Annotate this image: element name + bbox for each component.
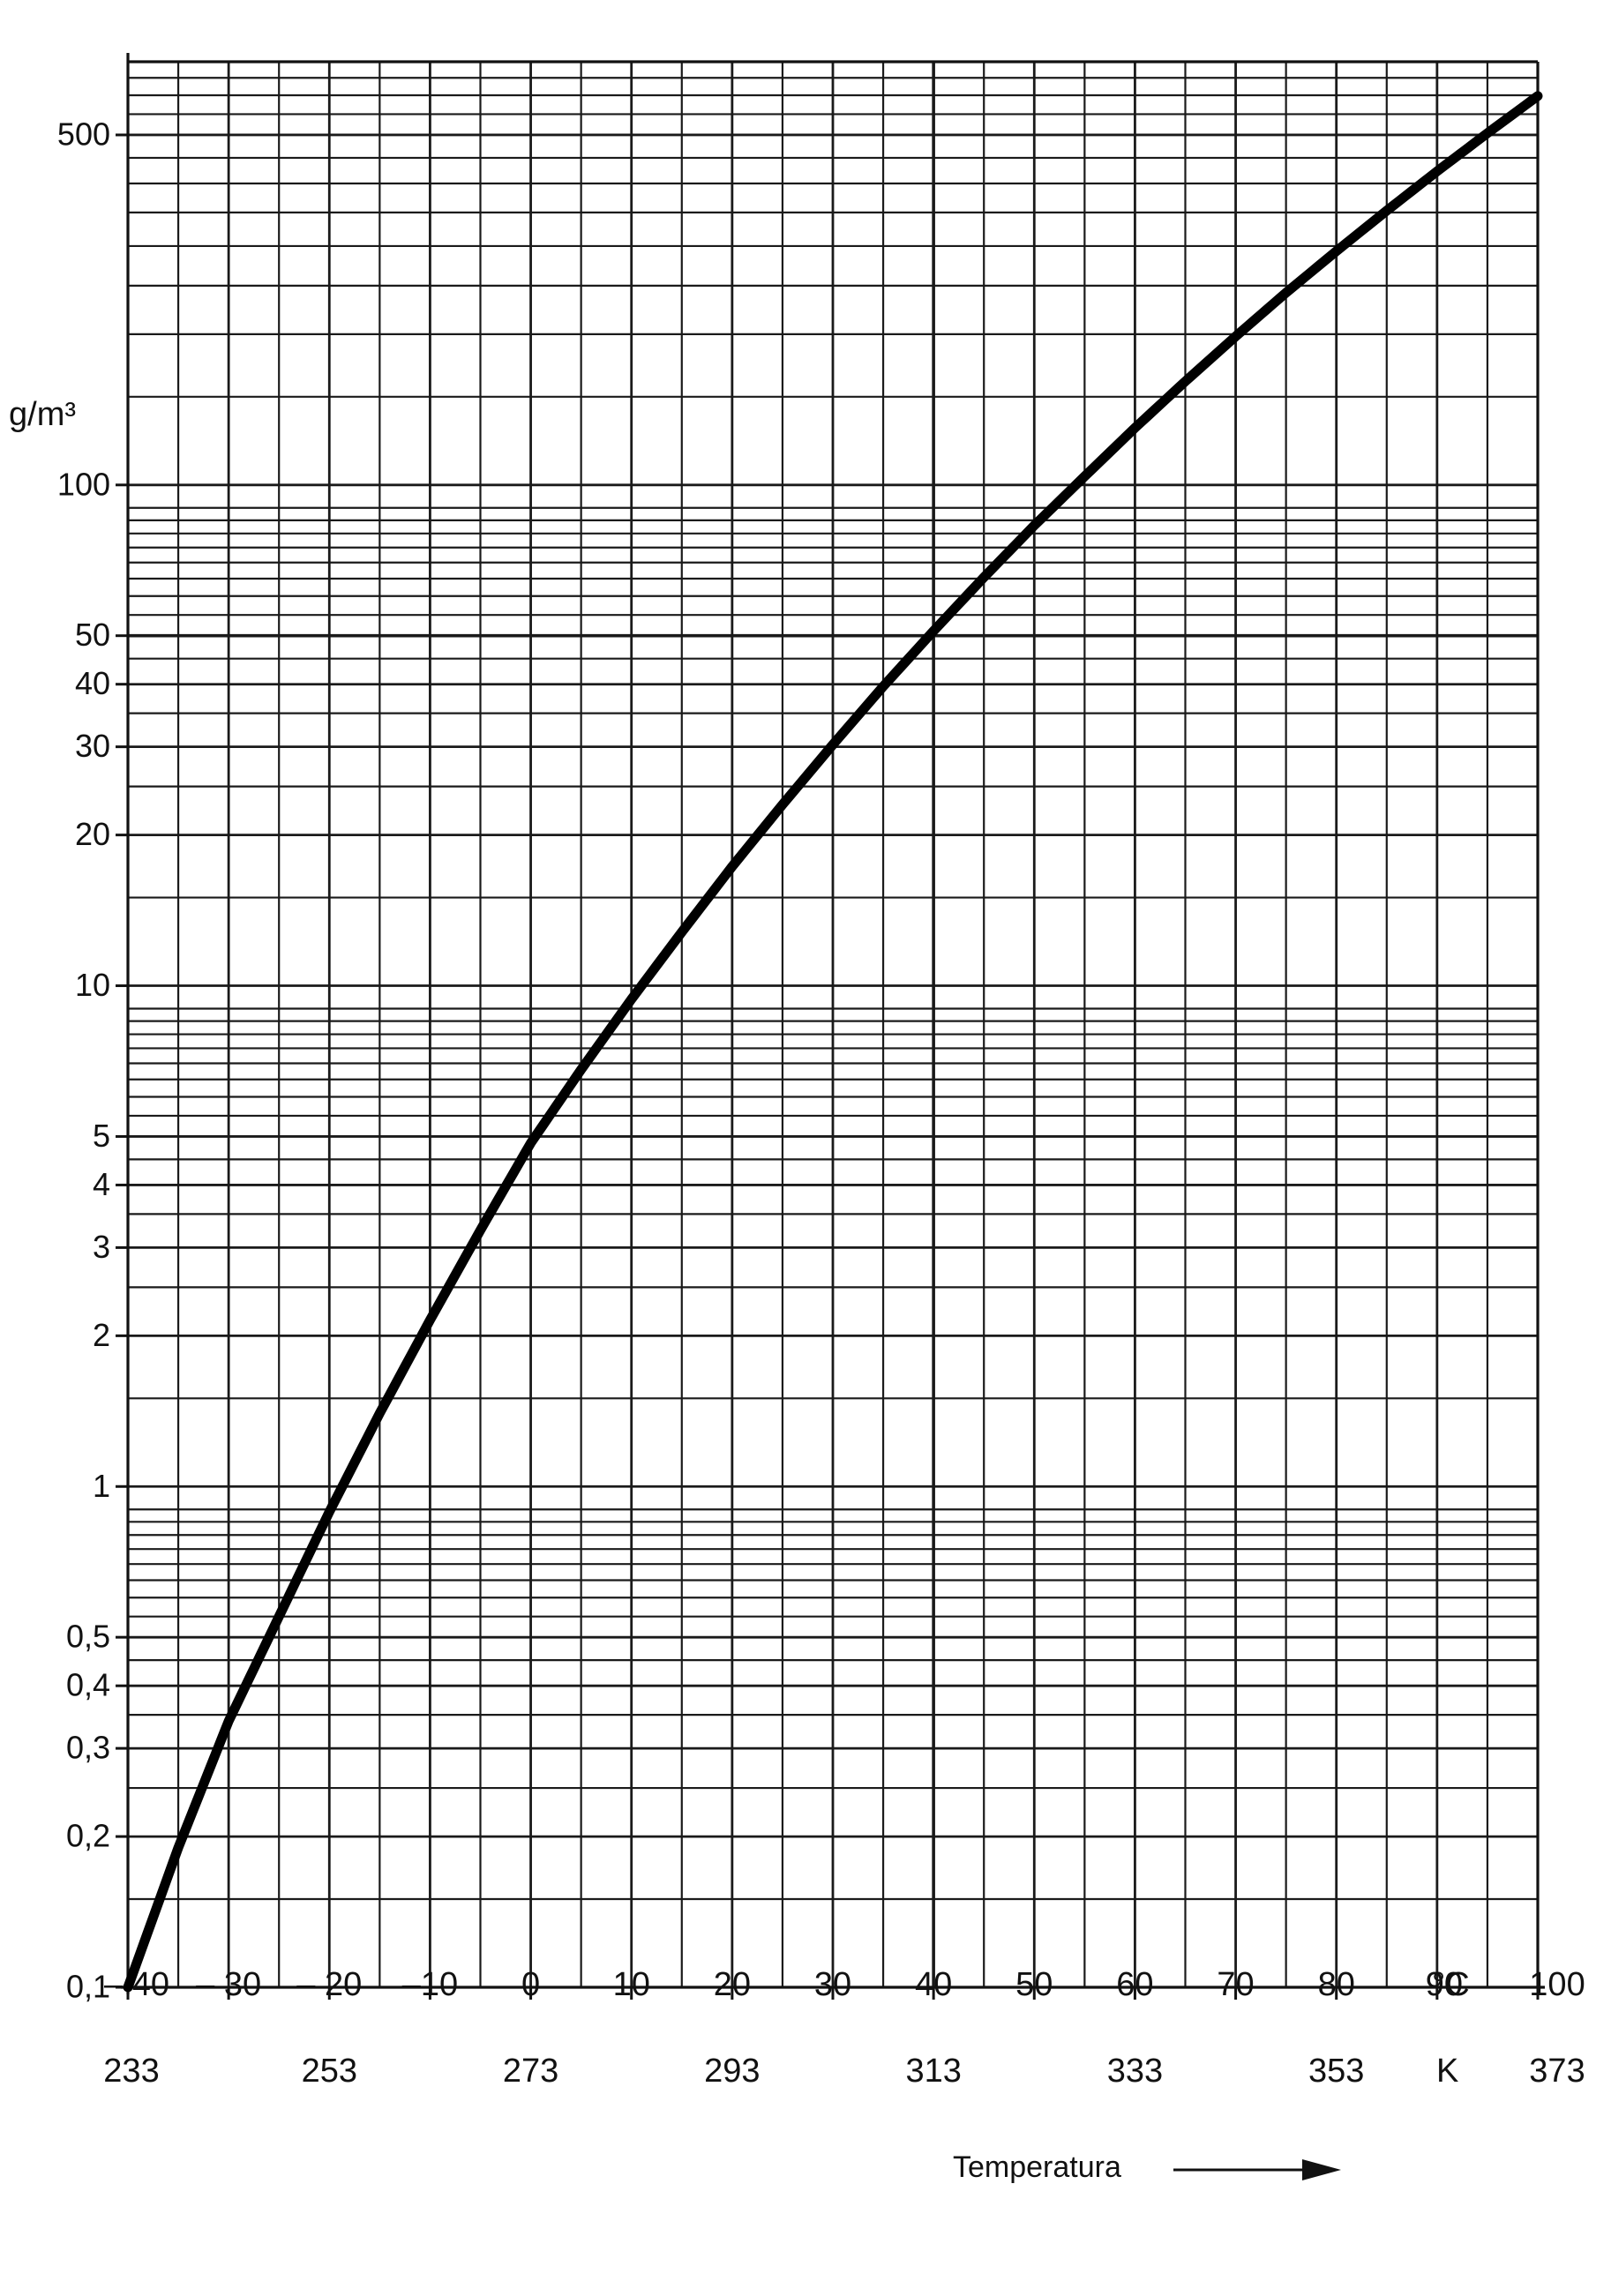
x-axis-tick-labels: – 40 – 30 – 20 –10 0 10 20 30 40 50 60 70 80 90 100 233… <box>103 1966 1585 2090</box>
y-tick-label: 0,2 <box>66 1818 110 1854</box>
y-tick-label: 40 <box>75 665 110 701</box>
y-tick-label: 30 <box>75 728 110 764</box>
x-tick-label-celsius: –10 <box>402 1966 458 2003</box>
x-tick-label-celsius: 10 <box>613 1966 650 2003</box>
x-tick-label-celsius: 50 <box>1015 1966 1053 2003</box>
x-tick-label-celsius: 60 <box>1116 1966 1153 2003</box>
y-tick-label: 0,3 <box>66 1730 110 1766</box>
y-axis-unit-label: g/m³ <box>9 396 76 433</box>
x-tick-label-celsius: 70 <box>1217 1966 1254 2003</box>
x-tick-label-celsius: 80 <box>1318 1966 1355 2003</box>
x-tick-label-celsius: 90 <box>1426 1966 1463 2003</box>
y-tick-label: 100 <box>57 466 110 502</box>
y-tick-label: 0,5 <box>66 1619 110 1655</box>
x-tick-label-celsius: 30 <box>814 1966 851 2003</box>
x-axis-kelvin-unit-label: K <box>1436 2053 1458 2090</box>
x-tick-label-kelvin: 353 <box>1308 2053 1364 2090</box>
x-tick-label-kelvin: 293 <box>704 2053 760 2090</box>
y-tick-label: 10 <box>75 967 110 1003</box>
series-curve-group <box>123 91 1543 1993</box>
x-tick-label-kelvin: 253 <box>302 2053 357 2090</box>
y-tick-label: 4 <box>93 1166 110 1202</box>
x-tick-label-kelvin: 233 <box>103 2053 159 2090</box>
y-tick-label: 1 <box>93 1468 110 1504</box>
x-tick-label-celsius: – 40 <box>104 1966 169 2003</box>
x-tick-label-kelvin: 313 <box>905 2053 961 2090</box>
x-tick-label-kelvin: 373 <box>1529 2053 1585 2090</box>
y-tick-label: 50 <box>75 617 110 653</box>
y-tick-label: 0,1 <box>66 1969 110 2005</box>
x-tick-label-celsius: 0 <box>521 1966 540 2003</box>
x-tick-label-kelvin: 333 <box>1107 2053 1163 2090</box>
y-tick-label: 5 <box>93 1118 110 1154</box>
series-line <box>123 91 1543 1993</box>
y-tick-label: 500 <box>57 116 110 152</box>
y-tick-label: 0,4 <box>66 1667 110 1703</box>
x-tick-label-celsius: – 30 <box>196 1966 261 2003</box>
y-axis-tick-labels: 0,1 0,2 0,3 0,4 0,5 1 2 3 4 5 10 20 30 40 50 100 500 <box>57 116 110 2004</box>
x-tick-label-kelvin: 273 <box>503 2053 558 2090</box>
x-tick-label-celsius: 100 <box>1529 1966 1585 2003</box>
y-tick-label: 3 <box>93 1229 110 1265</box>
plot-frame <box>116 53 1545 2000</box>
x-tick-label-celsius: 40 <box>915 1966 952 2003</box>
grid-lines <box>126 60 1540 1989</box>
x-tick-label-celsius: 20 <box>714 1966 751 2003</box>
y-tick-label: 2 <box>93 1317 110 1353</box>
x-tick-label-celsius: – 20 <box>296 1966 362 2003</box>
x-axis-celsius-unit-label: °C <box>1432 1966 1470 2003</box>
x-axis-title-arrow <box>1173 2159 1341 2180</box>
y-tick-label: 20 <box>75 816 110 852</box>
x-axis-title: Temperatura <box>953 2150 1121 2184</box>
